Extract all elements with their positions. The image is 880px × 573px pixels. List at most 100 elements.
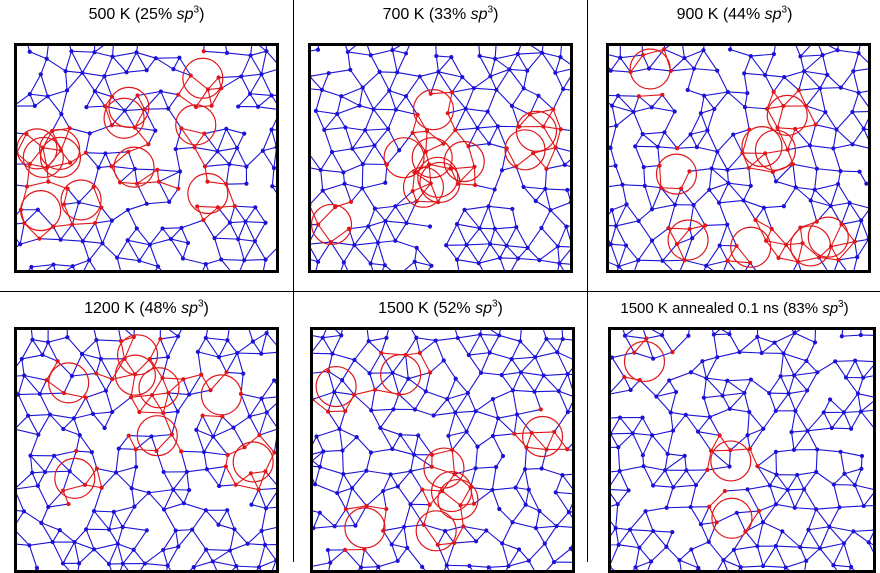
bond bbox=[493, 418, 498, 436]
sp3-atom bbox=[235, 351, 239, 355]
sp3-atom bbox=[686, 334, 690, 338]
bond bbox=[156, 435, 171, 451]
sp3-atom bbox=[682, 56, 686, 60]
bond bbox=[267, 333, 276, 352]
bond bbox=[743, 200, 763, 207]
bond bbox=[524, 71, 528, 89]
bond bbox=[150, 339, 160, 359]
bond bbox=[717, 71, 728, 92]
sp3-atom bbox=[28, 454, 32, 458]
sp3-atom bbox=[490, 488, 494, 492]
bond bbox=[834, 485, 855, 486]
bond bbox=[135, 128, 155, 131]
bond bbox=[619, 245, 626, 266]
sp3-atom bbox=[805, 429, 809, 433]
sp3-atom bbox=[651, 529, 655, 533]
bond bbox=[24, 210, 38, 223]
bond bbox=[490, 335, 500, 352]
sp3-atom bbox=[434, 54, 438, 58]
bond bbox=[119, 449, 136, 450]
bond bbox=[203, 220, 214, 238]
bond bbox=[498, 415, 517, 419]
bond bbox=[63, 563, 77, 570]
bond bbox=[737, 513, 746, 532]
sp3-atom bbox=[514, 486, 518, 490]
bond bbox=[784, 71, 804, 77]
sp3-atom bbox=[369, 450, 373, 454]
bond bbox=[668, 205, 675, 228]
sp2-atom bbox=[541, 124, 545, 128]
bond bbox=[227, 372, 244, 373]
sp2-atom bbox=[565, 447, 569, 451]
bond bbox=[776, 546, 786, 567]
sp3-atom bbox=[519, 370, 523, 374]
sp2-atom bbox=[94, 371, 98, 375]
bond bbox=[744, 73, 765, 75]
sp3-atom bbox=[383, 219, 387, 223]
bond bbox=[730, 49, 751, 56]
bond bbox=[476, 530, 486, 541]
sp2-atom bbox=[110, 95, 114, 99]
sp3-atom bbox=[389, 472, 393, 476]
bond bbox=[786, 567, 803, 570]
bond bbox=[517, 409, 541, 414]
bond bbox=[67, 73, 82, 91]
bond bbox=[258, 95, 272, 106]
sp3-atom bbox=[767, 391, 771, 395]
bond bbox=[161, 91, 168, 108]
bond bbox=[343, 474, 352, 488]
bond bbox=[824, 399, 830, 412]
bond bbox=[331, 242, 344, 262]
sp3-atom bbox=[313, 482, 317, 486]
bond bbox=[619, 260, 639, 266]
bond bbox=[455, 109, 465, 130]
bond-network bbox=[17, 46, 276, 270]
bond bbox=[255, 241, 266, 259]
bond bbox=[245, 435, 260, 447]
bond bbox=[20, 223, 24, 244]
sp3-atom bbox=[510, 104, 514, 108]
sp2-atom bbox=[428, 370, 432, 374]
sp2-atom bbox=[216, 75, 220, 79]
bond bbox=[447, 399, 455, 413]
sp2-atom bbox=[452, 472, 456, 476]
bond bbox=[562, 475, 572, 494]
bond bbox=[535, 376, 544, 392]
sp3-atom bbox=[543, 187, 547, 191]
sp3-atom bbox=[794, 185, 798, 189]
sp2-atom bbox=[206, 87, 210, 91]
bond bbox=[454, 541, 476, 543]
bond bbox=[858, 378, 863, 394]
bond bbox=[262, 508, 266, 531]
sp3-atom bbox=[415, 246, 419, 250]
bond bbox=[17, 511, 24, 528]
bond bbox=[251, 51, 267, 55]
bond bbox=[221, 259, 244, 260]
bond bbox=[789, 390, 808, 393]
bond bbox=[187, 469, 207, 472]
bond bbox=[322, 73, 329, 90]
bond bbox=[853, 53, 858, 71]
bond bbox=[259, 412, 266, 435]
bond bbox=[406, 353, 420, 355]
sp2-atom bbox=[436, 543, 440, 547]
bond bbox=[41, 523, 52, 542]
sp3-atom bbox=[454, 377, 458, 381]
sp3-atom bbox=[395, 70, 399, 74]
bond bbox=[858, 394, 861, 412]
bond bbox=[833, 148, 840, 171]
sp3-atom bbox=[859, 218, 863, 222]
bond bbox=[841, 452, 845, 474]
bond bbox=[354, 360, 369, 373]
bond bbox=[666, 532, 672, 547]
sp3-atom bbox=[99, 357, 103, 361]
bond bbox=[204, 452, 228, 455]
sp2-atom bbox=[226, 453, 230, 457]
bond bbox=[799, 90, 806, 106]
sp2-atom bbox=[531, 151, 535, 155]
bond bbox=[528, 228, 542, 248]
sp3-atom bbox=[510, 357, 514, 361]
sp3-atom bbox=[861, 376, 865, 380]
bond bbox=[609, 225, 611, 244]
bond bbox=[851, 412, 861, 429]
